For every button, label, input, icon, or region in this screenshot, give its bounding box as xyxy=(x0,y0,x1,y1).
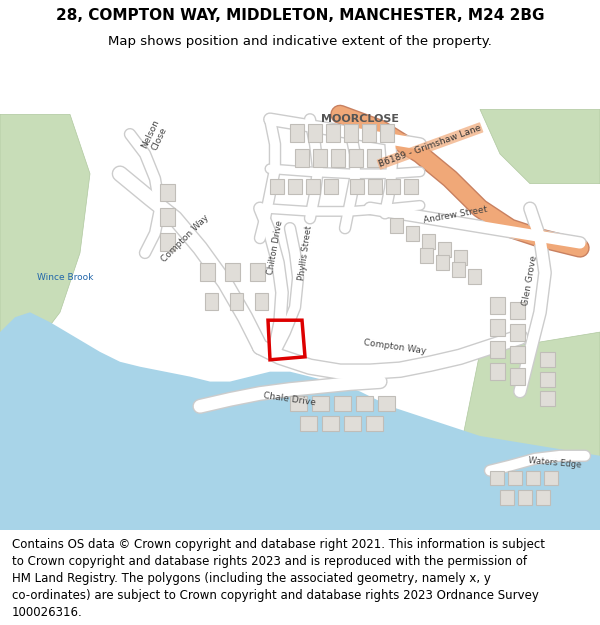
Polygon shape xyxy=(344,416,361,431)
Polygon shape xyxy=(436,255,449,270)
Polygon shape xyxy=(334,396,351,411)
Text: HM Land Registry. The polygons (including the associated geometry, namely x, y: HM Land Registry. The polygons (includin… xyxy=(12,572,491,585)
Polygon shape xyxy=(150,411,260,466)
Polygon shape xyxy=(250,262,265,281)
Text: Glen Grove: Glen Grove xyxy=(521,255,539,306)
Polygon shape xyxy=(460,332,600,530)
Polygon shape xyxy=(540,391,555,406)
Polygon shape xyxy=(356,396,373,411)
Polygon shape xyxy=(160,233,175,251)
Polygon shape xyxy=(160,184,175,201)
Polygon shape xyxy=(406,226,419,241)
Polygon shape xyxy=(490,471,504,486)
Polygon shape xyxy=(420,248,433,262)
Polygon shape xyxy=(380,124,394,142)
Polygon shape xyxy=(306,179,320,194)
Polygon shape xyxy=(540,352,555,367)
Polygon shape xyxy=(368,179,382,194)
Polygon shape xyxy=(205,292,218,310)
Text: 100026316.: 100026316. xyxy=(12,606,83,619)
Polygon shape xyxy=(40,386,165,471)
Text: to Crown copyright and database rights 2023 and is reproduced with the permissio: to Crown copyright and database rights 2… xyxy=(12,555,527,568)
Polygon shape xyxy=(290,396,307,411)
Polygon shape xyxy=(362,124,376,142)
Polygon shape xyxy=(544,471,558,486)
Text: co-ordinates) are subject to Crown copyright and database rights 2023 Ordnance S: co-ordinates) are subject to Crown copyr… xyxy=(12,589,539,602)
Polygon shape xyxy=(366,416,383,431)
Polygon shape xyxy=(390,218,403,233)
Polygon shape xyxy=(490,362,505,379)
Polygon shape xyxy=(255,292,268,310)
Polygon shape xyxy=(510,368,525,384)
Polygon shape xyxy=(378,396,395,411)
Polygon shape xyxy=(536,491,550,505)
Text: Chilton Drive: Chilton Drive xyxy=(266,220,284,276)
Polygon shape xyxy=(508,471,522,486)
Polygon shape xyxy=(313,149,327,167)
Text: Nelson
Close: Nelson Close xyxy=(140,118,170,154)
Text: Contains OS data © Crown copyright and database right 2021. This information is : Contains OS data © Crown copyright and d… xyxy=(12,538,545,551)
Text: MOORCLOSE: MOORCLOSE xyxy=(321,114,399,124)
Polygon shape xyxy=(322,416,339,431)
Polygon shape xyxy=(288,179,302,194)
Polygon shape xyxy=(350,179,364,194)
Polygon shape xyxy=(344,124,358,142)
Text: Phyllis Street: Phyllis Street xyxy=(296,225,313,281)
Polygon shape xyxy=(295,149,309,167)
Text: Map shows position and indicative extent of the property.: Map shows position and indicative extent… xyxy=(108,35,492,48)
Polygon shape xyxy=(490,341,505,357)
Polygon shape xyxy=(490,319,505,336)
Text: B6189 - Grimshaw Lane: B6189 - Grimshaw Lane xyxy=(377,123,482,169)
Polygon shape xyxy=(500,491,514,505)
Text: Wince Brook: Wince Brook xyxy=(37,273,93,282)
Polygon shape xyxy=(0,312,600,530)
Text: Waters Edge: Waters Edge xyxy=(528,456,582,469)
Polygon shape xyxy=(270,179,284,194)
Polygon shape xyxy=(324,179,338,194)
Text: 28, COMPTON WAY, MIDDLETON, MANCHESTER, M24 2BG: 28, COMPTON WAY, MIDDLETON, MANCHESTER, … xyxy=(56,8,544,23)
Polygon shape xyxy=(518,491,532,505)
Polygon shape xyxy=(510,346,525,362)
Polygon shape xyxy=(404,179,418,194)
Polygon shape xyxy=(480,109,600,184)
Polygon shape xyxy=(510,324,525,341)
Text: Compton Way: Compton Way xyxy=(363,338,427,356)
Text: Chale Drive: Chale Drive xyxy=(263,391,317,408)
Polygon shape xyxy=(386,179,400,194)
Polygon shape xyxy=(160,208,175,226)
Polygon shape xyxy=(468,269,481,284)
Polygon shape xyxy=(290,124,304,142)
Polygon shape xyxy=(540,372,555,386)
Polygon shape xyxy=(300,416,317,431)
Polygon shape xyxy=(0,114,90,372)
Polygon shape xyxy=(225,262,240,281)
Text: Compton Way: Compton Way xyxy=(160,213,211,264)
Polygon shape xyxy=(454,250,467,265)
Polygon shape xyxy=(422,234,435,249)
Polygon shape xyxy=(490,298,505,314)
Polygon shape xyxy=(200,262,215,281)
Polygon shape xyxy=(326,124,340,142)
Polygon shape xyxy=(452,262,465,277)
Polygon shape xyxy=(367,149,381,167)
Text: Andrew Street: Andrew Street xyxy=(422,205,488,226)
Polygon shape xyxy=(510,302,525,319)
Polygon shape xyxy=(349,149,363,167)
Polygon shape xyxy=(308,124,322,142)
Polygon shape xyxy=(331,149,345,167)
Polygon shape xyxy=(230,292,243,310)
Polygon shape xyxy=(312,396,329,411)
Polygon shape xyxy=(526,471,540,486)
Polygon shape xyxy=(438,242,451,257)
